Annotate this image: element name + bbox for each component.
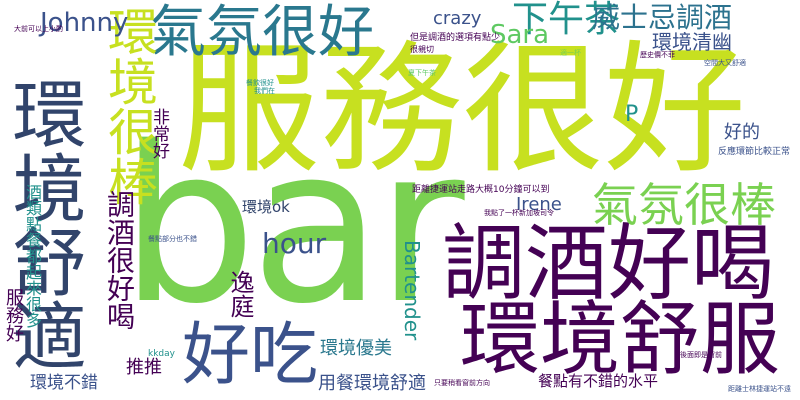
cloud-word-canyin-henhao: 餐飲很好 (246, 79, 274, 87)
cloud-word-jiulei: 酒類點餐都起來很多 (23, 184, 42, 328)
cloud-word-huanjing-bucuo: 環境不錯 (30, 373, 98, 393)
cloud-word-qifen-henhao: 氣氛很好 (150, 0, 374, 65)
cloud-word-johnny: Johnny (40, 8, 129, 38)
cloud-word-haochi: 好吃 (182, 316, 319, 395)
cloud-word-crazy: crazy (433, 8, 482, 29)
cloud-word-daqian: 大前可以上小酌 (14, 25, 63, 33)
cloud-word-huanjing-shushi-vertical: 環境舒適 (0, 76, 86, 372)
cloud-word-kongjian: 空間大又舒適 (704, 59, 746, 67)
cloud-word-huanjing-qingyou: 環境清幽 (652, 30, 732, 54)
cloud-word-bartender: Bartender (400, 240, 424, 341)
cloud-word-irene: Irene (516, 194, 562, 215)
cloud-word-weishiji: 威士忌調酒 (592, 1, 733, 34)
cloud-word-qifen-henbang: 氣氛很棒 (592, 178, 776, 232)
cloud-word-kkday: kkday (148, 349, 175, 359)
cloud-word-tiaojiu-haohe: 調酒好喝 (442, 215, 774, 312)
cloud-word-yongcan: 用餐環境舒適 (318, 373, 426, 394)
cloud-word-huanjing-ok: 環境ok (242, 198, 290, 216)
cloud-word-juli-jieyun: 距離捷運站走路大概10分鐘可以到 (412, 185, 550, 195)
cloud-word-houmian: 後面即是窗前 (680, 351, 722, 359)
cloud-word-canshu: 餐點部分也不錯 (148, 235, 197, 243)
cloud-word-huanjing-youmei: 環境優美 (320, 338, 392, 359)
cloud-word-huanjing-henbang: 環境很棒 (100, 6, 158, 206)
cloud-word-womendian: 我點了一杯新加坡司令 (484, 209, 554, 217)
cloud-word-shiyi: 適一杯 (560, 49, 581, 57)
cloud-word-yiting: 逸庭 (226, 270, 254, 318)
cloud-word-zhiyao: 只要稍看窗前方向 (434, 379, 490, 387)
cloud-word-canidan: 餐點有不錯的水平 (538, 372, 659, 390)
cloud-word-danshi: 但是調酒的選項有點少 (410, 33, 501, 43)
cloud-word-fanying: 反應環節比較正常 (718, 147, 791, 157)
cloud-word-lishi: 歷史價不菲 (640, 51, 675, 59)
cloud-word-p: P (625, 102, 639, 127)
cloud-word-tiaojiu-henhaohe: 調酒很好喝 (103, 190, 136, 330)
cloud-word-feichang: 非常好 (149, 108, 169, 159)
cloud-word-bar: bar (120, 100, 465, 351)
cloud-word-juli-jieyun-2: 距離士林捷運站不遠 (728, 385, 791, 393)
cloud-word-sara: Sara (490, 20, 550, 50)
cloud-word-xiawucha: 下午茶 (512, 0, 621, 40)
cloud-word-fuwuhao: 服務好 (3, 288, 24, 342)
cloud-word-hour: hour (262, 227, 327, 260)
cloud-word-haode: 好的 (724, 122, 760, 143)
cloud-word-henqinqie: 很親切 (410, 45, 434, 54)
cloud-word-xiatiao: 夏下午茶 (408, 69, 436, 77)
cloud-word-huanjing-shufu: 環境舒服 (460, 293, 780, 386)
cloud-word-women: 我們在 (254, 87, 275, 95)
cloud-word-tuitui: 推推 (126, 357, 162, 378)
cloud-word-fuwu: 服務很好 (178, 28, 746, 193)
